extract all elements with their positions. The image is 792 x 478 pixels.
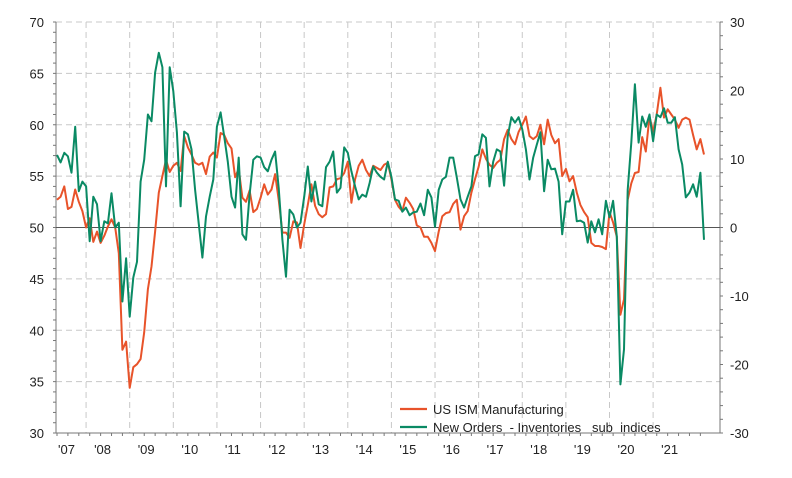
- left-axis-tick-label: 45: [30, 272, 44, 287]
- x-axis-tick-label: '19: [574, 442, 591, 457]
- x-axis-tick-label: '08: [94, 442, 111, 457]
- left-axis-tick-label: 35: [30, 375, 44, 390]
- left-axis-tick-label: 60: [30, 118, 44, 133]
- left-axis-tick-label: 65: [30, 66, 44, 81]
- right-axis-tick-label: 10: [730, 152, 744, 167]
- right-axis-tick-label: 0: [730, 221, 737, 236]
- axes: 30 35 40 45 50 55 60 65 70 -30 -20 -10 0 10 20 30 '07 '08…: [30, 15, 749, 457]
- left-axis-tick-label: 55: [30, 169, 44, 184]
- x-axis-tick-label: '15: [399, 442, 416, 457]
- x-axis-tick-label: '14: [356, 442, 373, 457]
- x-axis-tick-label: '21: [661, 442, 678, 457]
- legend-label-ism: US ISM Manufacturing: [433, 402, 564, 417]
- x-axis-tick-label: '09: [138, 442, 155, 457]
- x-axis-tick-label: '12: [269, 442, 286, 457]
- x-axis-tick-label: '16: [443, 442, 460, 457]
- legend: US ISM Manufacturing New Orders - Invent…: [400, 402, 661, 435]
- right-axis-tick-label: 20: [730, 84, 744, 99]
- right-axis-tick-label: 30: [730, 15, 744, 30]
- legend-label-new-orders-inventories: New Orders - Inventories sub indices: [433, 420, 661, 435]
- series-line-ism-manufacturing: [56, 86, 705, 389]
- left-axis-tick-label: 40: [30, 323, 44, 338]
- x-axis-tick-label: '18: [530, 442, 547, 457]
- x-axis-tick-label: '10: [181, 442, 198, 457]
- right-axis-tick-label: -10: [730, 289, 749, 304]
- right-axis-tick-label: -20: [730, 358, 749, 373]
- right-axis-tick-label: -30: [730, 426, 749, 441]
- left-axis-tick-label: 70: [30, 15, 44, 30]
- x-axis-tick-label: '17: [487, 442, 504, 457]
- x-axis-tick-label: '07: [58, 442, 75, 457]
- series-lines: [56, 51, 705, 389]
- left-axis-tick-label: 50: [30, 221, 44, 236]
- left-axis-tick-label: 30: [30, 426, 44, 441]
- x-axis-tick-label: '11: [225, 442, 241, 457]
- x-axis-tick-label: '13: [312, 442, 329, 457]
- x-axis-tick-label: '20: [617, 442, 634, 457]
- series-line-new-orders-minus-inventories: [56, 51, 705, 386]
